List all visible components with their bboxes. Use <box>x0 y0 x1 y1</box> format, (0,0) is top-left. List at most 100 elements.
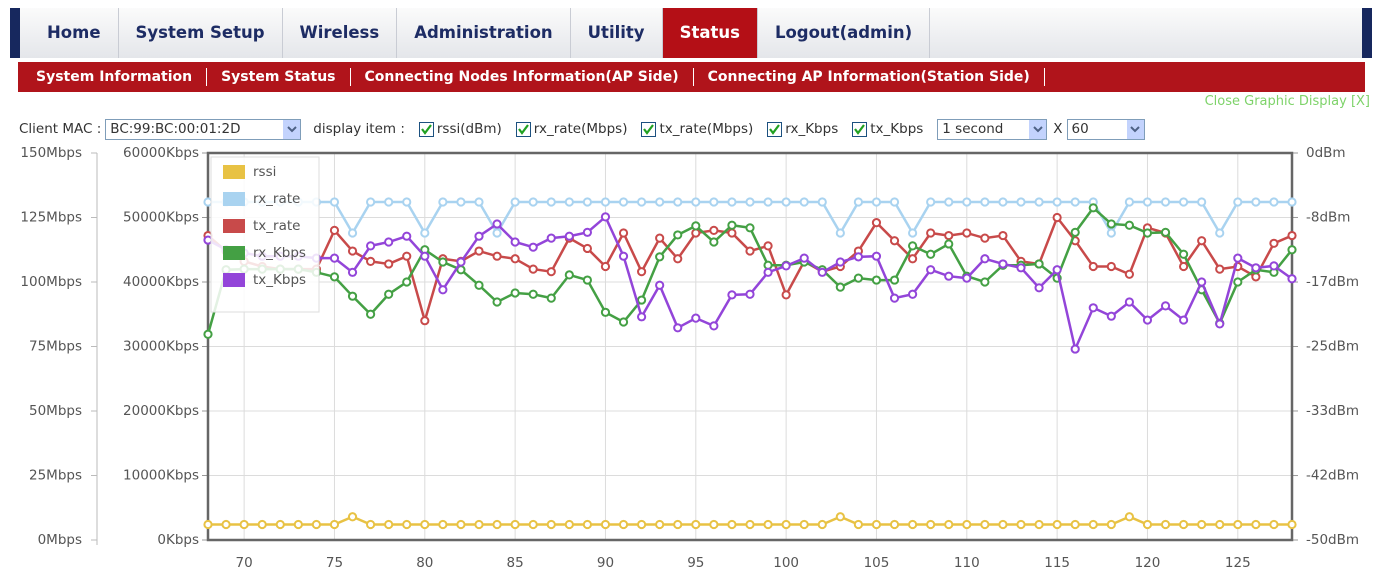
data-point <box>1160 301 1171 311</box>
data-point <box>889 519 900 530</box>
data-point <box>799 253 809 263</box>
nav-tab[interactable]: Wireless <box>283 8 398 58</box>
data-point <box>908 241 918 251</box>
display-item[interactable]: rx_rate(Mbps) <box>515 121 627 137</box>
data-point <box>871 519 882 530</box>
data-point <box>781 519 791 530</box>
data-point <box>799 519 809 530</box>
data-point <box>510 288 520 298</box>
data-point <box>1106 519 1116 530</box>
nav-tab[interactable]: Administration <box>397 8 571 58</box>
legend-swatch <box>223 165 245 179</box>
sub-nav-tab[interactable]: Connecting Nodes Information(AP Side) <box>351 68 694 86</box>
client-mac-select[interactable]: BC:99:BC:00:01:2D <box>105 118 302 140</box>
data-point <box>474 197 484 207</box>
checkbox[interactable] <box>767 121 783 137</box>
data-point <box>1160 519 1171 530</box>
nav-tab[interactable]: Logout(admin) <box>758 8 931 58</box>
data-point <box>366 241 376 251</box>
y-tick-label: 100Mbps <box>20 274 82 290</box>
nav-tab[interactable]: Home <box>30 8 119 58</box>
data-point <box>203 329 213 339</box>
data-point <box>709 225 719 235</box>
data-point <box>944 197 954 207</box>
legend-swatch <box>223 246 245 260</box>
data-point <box>329 272 340 282</box>
data-point <box>1251 197 1261 207</box>
checkbox[interactable] <box>641 121 657 137</box>
data-point <box>1233 253 1243 263</box>
data-point <box>637 295 647 305</box>
y3-tick-label: 30000Kbps <box>123 339 199 355</box>
display-item-label: tx_Kbps <box>870 121 924 137</box>
data-point <box>1106 311 1116 321</box>
data-point <box>1287 519 1297 530</box>
data-point <box>1215 519 1225 530</box>
data-point <box>962 519 972 530</box>
data-point <box>926 519 936 530</box>
data-point <box>709 321 719 331</box>
data-point <box>817 197 827 207</box>
nav-tab[interactable]: Status <box>662 8 758 58</box>
data-point <box>1179 249 1189 259</box>
data-point <box>1124 197 1135 207</box>
data-point <box>926 197 936 207</box>
count-select[interactable]: 60 <box>1066 118 1145 140</box>
data-point <box>456 257 466 267</box>
data-point <box>709 197 719 207</box>
x-tick-label: 80 <box>416 555 433 571</box>
data-point <box>926 265 936 275</box>
data-point <box>528 289 538 299</box>
data-point <box>347 291 358 301</box>
data-point <box>691 519 701 530</box>
checkbox[interactable] <box>852 121 868 137</box>
times-label: X <box>1053 121 1063 137</box>
interval-select[interactable]: 1 second <box>937 118 1048 140</box>
data-point <box>402 277 412 287</box>
checkbox[interactable] <box>418 121 434 137</box>
sub-nav-tab[interactable]: System Information <box>22 68 208 86</box>
data-point <box>655 519 665 530</box>
data-point <box>871 218 882 228</box>
display-item[interactable]: tx_rate(Mbps) <box>641 121 753 137</box>
data-point <box>456 519 466 530</box>
data-point <box>1034 259 1044 269</box>
data-point <box>564 519 574 530</box>
data-point <box>546 233 556 243</box>
data-point <box>781 261 791 271</box>
data-point <box>835 512 845 522</box>
data-point <box>420 228 430 238</box>
data-point <box>709 237 719 247</box>
legend-swatch <box>223 219 245 233</box>
data-point <box>582 275 593 285</box>
data-point <box>618 519 629 530</box>
arrow-icon <box>1130 125 1140 132</box>
data-point <box>944 239 954 249</box>
close-graphic-link[interactable]: Close Graphic Display [X] <box>1204 94 1370 109</box>
data-point <box>727 197 737 207</box>
data-point <box>709 519 719 530</box>
y-tick-label: 150Mbps <box>20 145 82 161</box>
data-point <box>926 249 936 259</box>
sub-nav-tab[interactable]: System Status <box>207 68 351 86</box>
data-point <box>637 267 647 277</box>
nav-tab[interactable]: System Setup <box>119 8 283 58</box>
data-point <box>1124 220 1135 230</box>
data-point <box>1233 519 1243 530</box>
nav-tab[interactable]: Utility <box>571 8 663 58</box>
checkbox[interactable] <box>515 121 531 137</box>
data-point <box>871 275 882 285</box>
data-point <box>673 323 683 333</box>
data-point <box>853 252 864 262</box>
data-point <box>257 519 267 530</box>
select-arrow <box>1126 119 1144 139</box>
sub-nav-tab[interactable]: Connecting AP Information(Station Side) <box>694 68 1045 86</box>
display-item[interactable]: rx_Kbps <box>767 121 838 137</box>
display-item[interactable]: tx_Kbps <box>852 121 923 137</box>
display-item[interactable]: rssi(dBm) <box>418 121 502 137</box>
data-point <box>745 289 755 299</box>
data-point <box>980 254 990 264</box>
data-point <box>492 519 502 530</box>
data-point <box>1070 344 1080 354</box>
